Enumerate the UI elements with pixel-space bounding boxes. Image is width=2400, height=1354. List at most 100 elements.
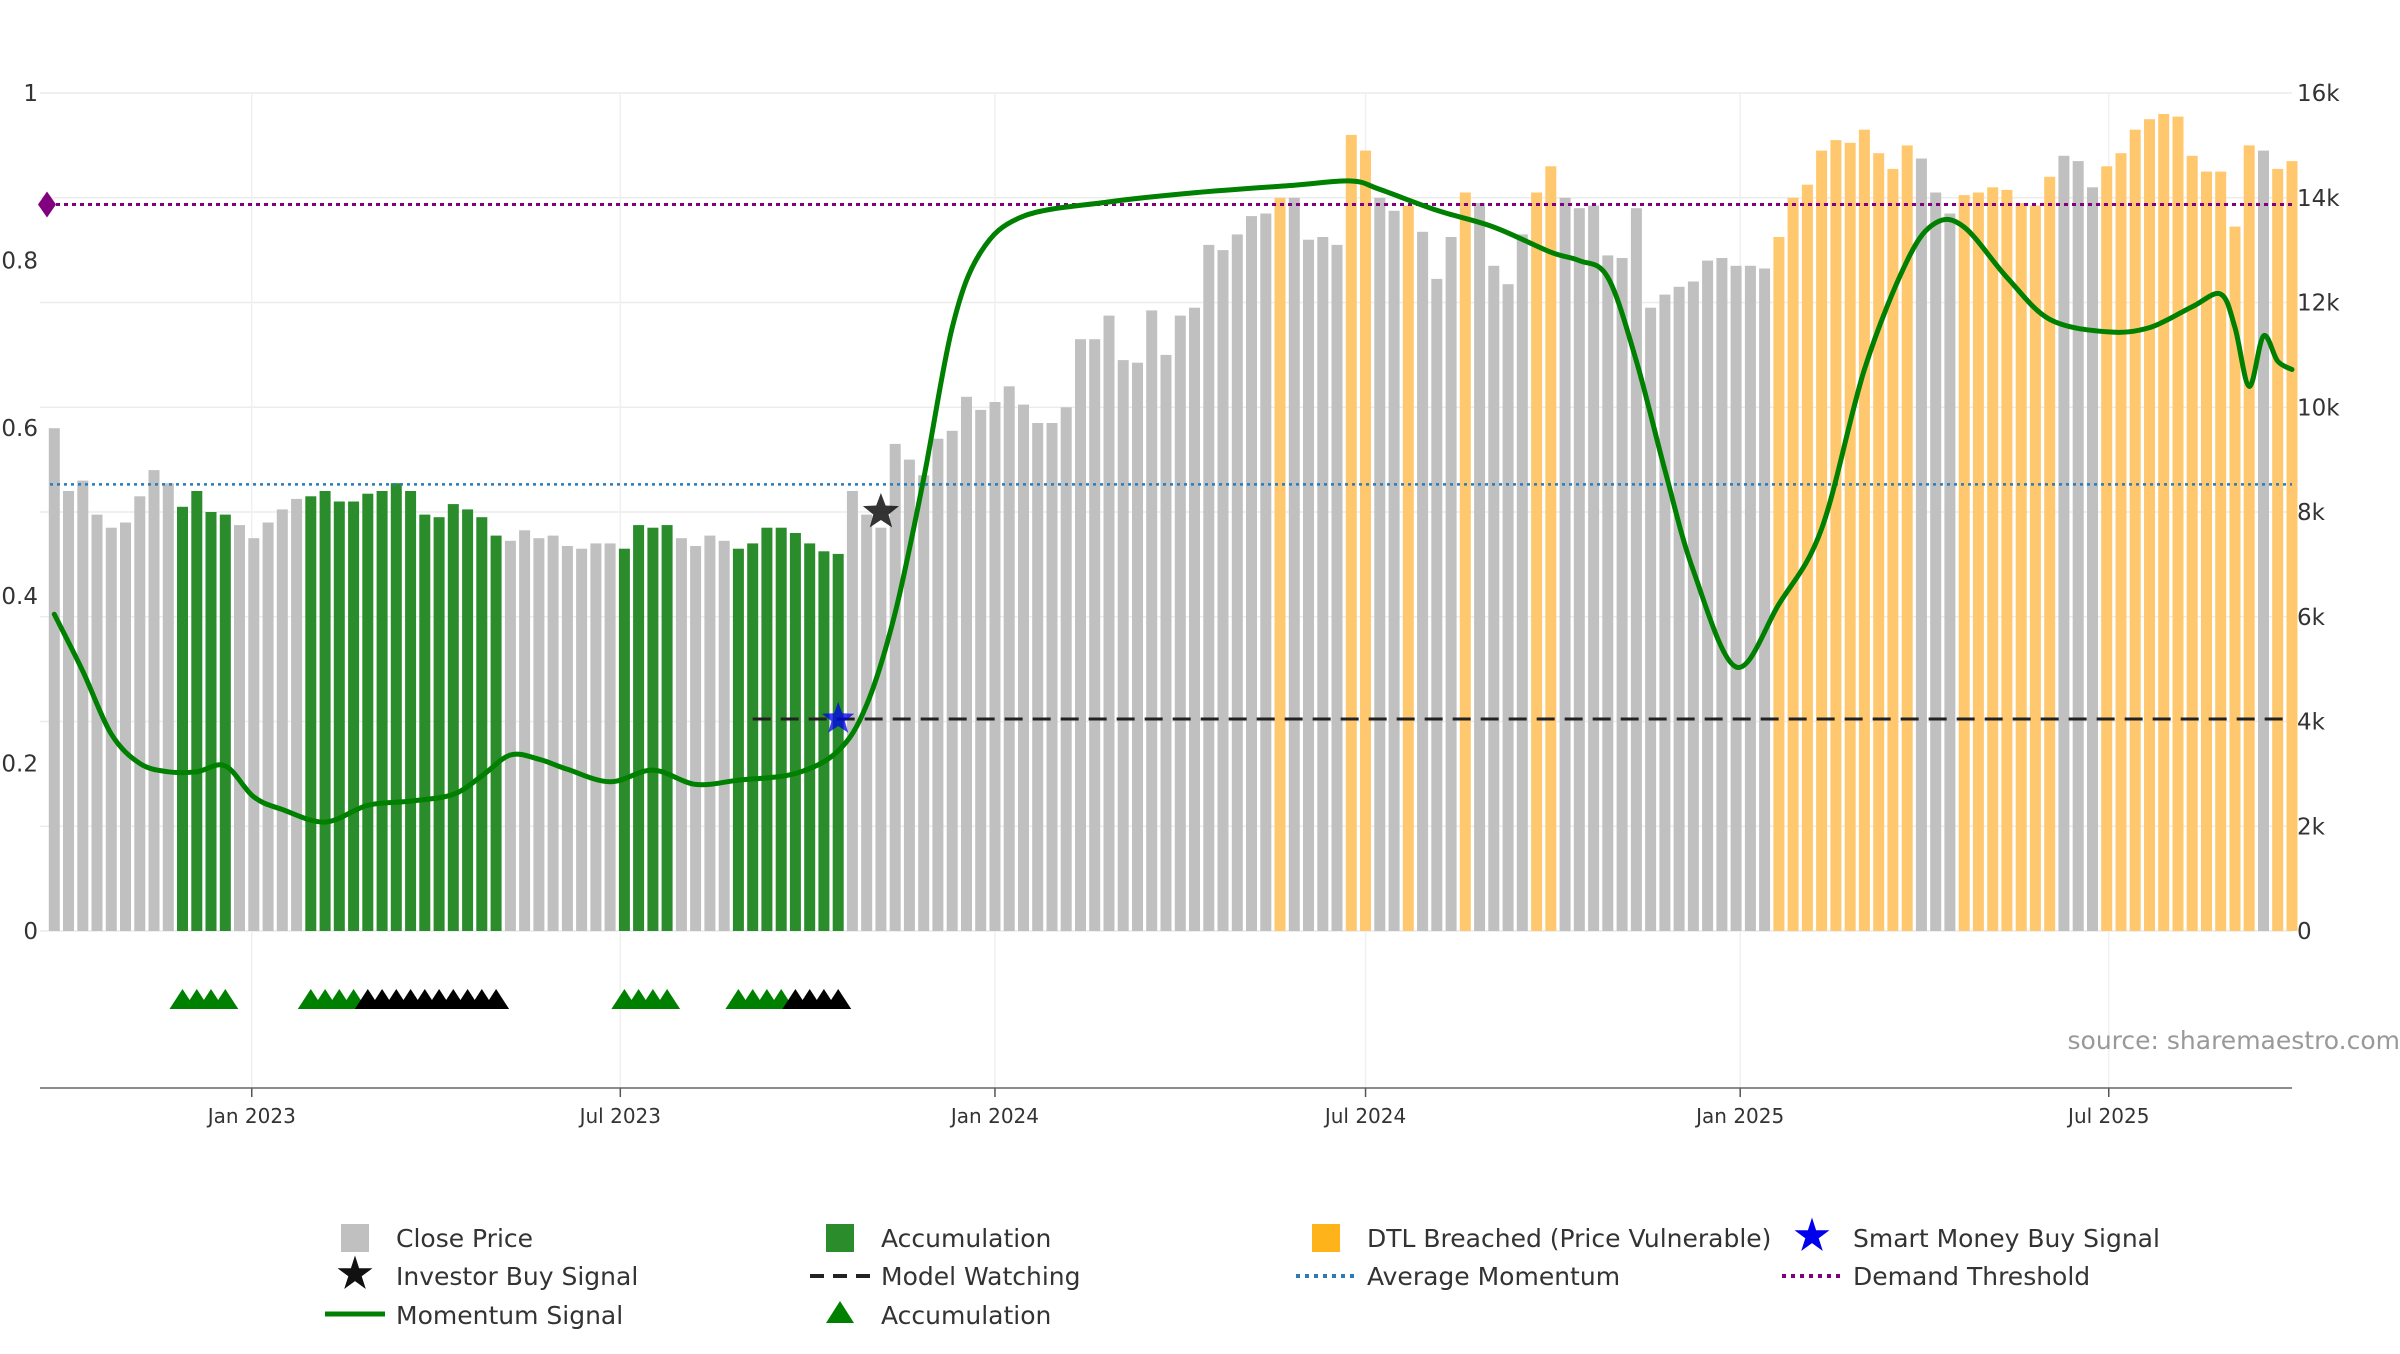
close-price-bar [120, 523, 131, 932]
accumulation-bar [790, 533, 801, 931]
close-price-bar [676, 538, 687, 931]
close-price-bar [149, 470, 160, 931]
dtl-breached-bar [1460, 193, 1471, 932]
close-price-bar [1289, 198, 1300, 931]
close-price-bar [2058, 156, 2069, 931]
legend-close-price-label: Close Price [396, 1224, 533, 1253]
close-price-bar [1431, 279, 1442, 931]
close-price-bar [918, 475, 929, 931]
close-price-bar [1089, 339, 1100, 931]
close-price-bar [605, 543, 616, 931]
accumulation-bar [804, 543, 815, 931]
legend-investor-label: Investor Buy Signal [396, 1262, 638, 1291]
accumulation-bar [476, 517, 487, 931]
dtl-breached-bar [1859, 130, 1870, 931]
right-axis-tick-label: 4k [2297, 710, 2326, 736]
close-price-bar [975, 410, 986, 931]
close-price-bar [277, 509, 288, 931]
accumulation-bar [818, 551, 829, 931]
accumulation-bar [320, 491, 331, 931]
source-label: source: sharemaestro.com [2068, 1026, 2400, 1055]
close-price-bar [63, 491, 74, 931]
close-price-bar [1930, 193, 1941, 932]
close-price-bar [1161, 355, 1172, 931]
accumulation-bar [491, 536, 502, 931]
close-price-bar [1004, 386, 1015, 931]
close-price-bar [704, 536, 715, 931]
close-price-bar [1602, 255, 1613, 931]
close-price-bar [263, 523, 274, 932]
accumulation-bar [747, 543, 758, 931]
close-price-bar [1417, 232, 1428, 931]
dtl-breached-bar [1973, 193, 1984, 932]
dtl-breached-bar [2158, 114, 2169, 931]
right-axis-tick-label: 0 [2297, 919, 2312, 945]
close-price-bar [1745, 266, 1756, 931]
right-axis-tick-label: 12k [2297, 291, 2340, 317]
legend-momentum-label: Momentum Signal [396, 1301, 623, 1330]
dtl-breached-bar [1403, 206, 1414, 931]
close-price-bar [1203, 245, 1214, 931]
close-price-bar [519, 530, 530, 931]
dtl-breached-bar [2130, 130, 2141, 931]
accumulation-bar [434, 517, 445, 931]
legend-smart-money-label: Smart Money Buy Signal [1853, 1224, 2160, 1253]
dtl-breached-bar [1346, 135, 1357, 931]
accumulation-bar [662, 525, 673, 931]
legend-accumulation-triangle-icon [826, 1301, 854, 1323]
close-price-bar [1731, 266, 1742, 931]
close-price-bar [1674, 287, 1685, 931]
legend-accumulation-label: Accumulation [881, 1224, 1051, 1253]
dtl-breached-bar [2016, 203, 2027, 931]
close-price-bar [234, 525, 245, 931]
accumulation-bar [647, 528, 658, 931]
close-price-bar [690, 546, 701, 931]
accumulation-bar [362, 494, 373, 931]
price-bars [49, 114, 2298, 931]
close-price-bar [1488, 266, 1499, 931]
close-price-bar [1617, 258, 1628, 931]
right-axis-tick-label: 10k [2297, 395, 2340, 421]
legend-demand-threshold-label: Demand Threshold [1853, 1262, 2090, 1291]
close-price-bar [2073, 161, 2084, 931]
close-price-bar [1218, 250, 1229, 931]
close-price-bar [77, 481, 88, 931]
dtl-breached-bar [1360, 151, 1371, 931]
close-price-bar [1659, 295, 1670, 931]
close-price-bar [932, 439, 943, 931]
accumulation-bar [776, 528, 787, 931]
close-price-bar [961, 397, 972, 931]
close-price-bar [1104, 316, 1115, 931]
dtl-breached-bar [1275, 198, 1286, 931]
close-price-bar [49, 428, 60, 931]
close-price-bar [1944, 214, 1955, 932]
left-axis-tick-label: 0.6 [1, 416, 38, 442]
close-price-bar [1759, 269, 1770, 932]
close-price-bar [1588, 206, 1599, 931]
dtl-breached-bar [1959, 195, 1970, 931]
left-axis-tick-label: 1 [23, 81, 38, 107]
legend-model-watching-label: Model Watching [881, 1262, 1081, 1291]
close-price-bar [590, 543, 601, 931]
accumulation-bar [220, 515, 231, 931]
dtl-breached-bar [2215, 172, 2226, 931]
close-price-bar [947, 431, 958, 931]
legend-dtl-label: DTL Breached (Price Vulnerable) [1367, 1224, 1771, 1253]
close-price-bar [1716, 258, 1727, 931]
legend-dtl-swatch [1312, 1224, 1340, 1252]
close-price-bar [1560, 198, 1571, 931]
close-price-bar [1146, 310, 1157, 931]
close-price-bar [1246, 216, 1257, 931]
x-axis-tick-label: Jan 2023 [206, 1104, 296, 1128]
x-axis-tick-label: Jul 2023 [578, 1104, 661, 1128]
dtl-breached-bar [1773, 237, 1784, 931]
x-axis-tick-label: Jul 2024 [1323, 1104, 1406, 1128]
dtl-breached-bar [1545, 166, 1556, 931]
x-axis-tick-label: Jul 2025 [2066, 1104, 2149, 1128]
accumulation-bar [833, 554, 844, 931]
close-price-bar [1075, 339, 1086, 931]
close-price-bar [990, 402, 1001, 931]
accumulation-bar [761, 528, 772, 931]
momentum-layer [54, 181, 2292, 822]
